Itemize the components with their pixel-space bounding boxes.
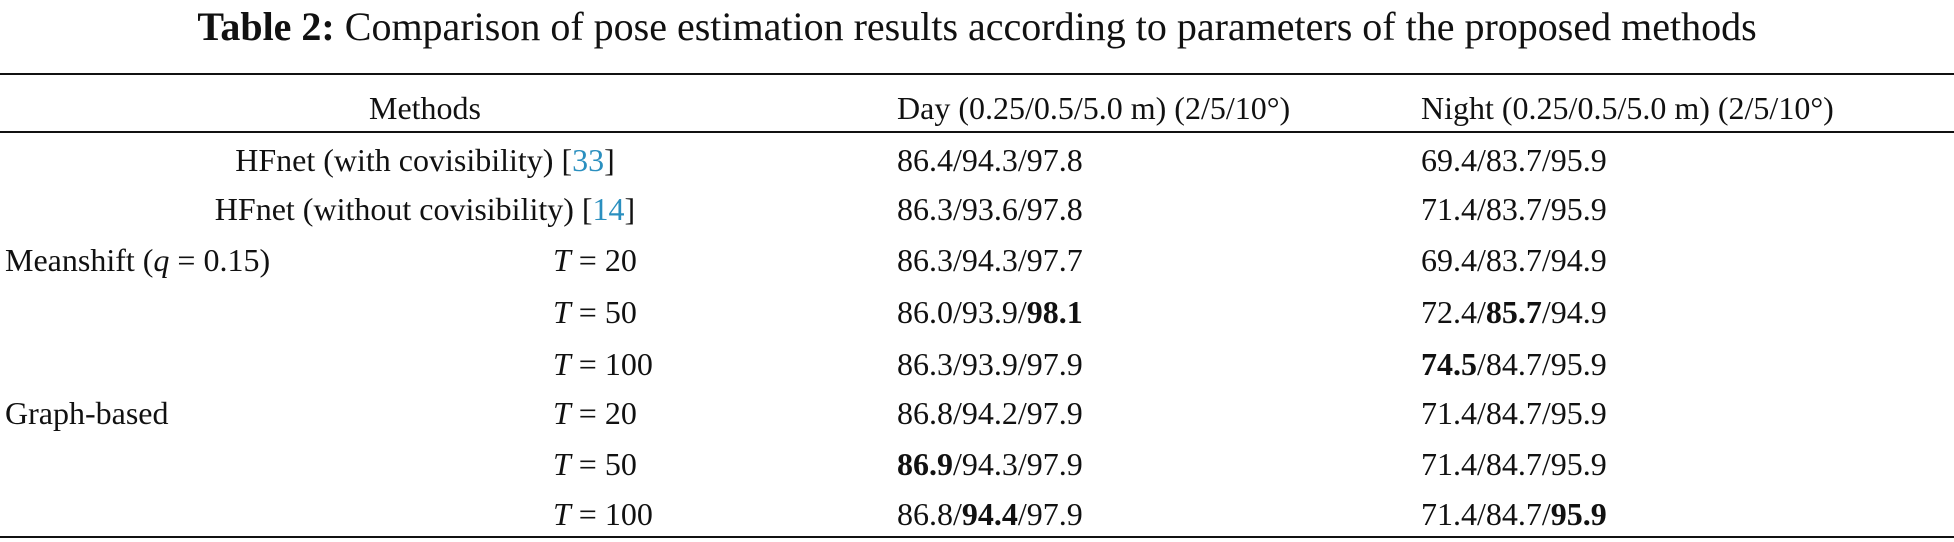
best-value: 98.1: [1026, 294, 1083, 330]
value-part: /84.7/95.9: [1477, 346, 1607, 382]
param-variable: T: [553, 446, 571, 482]
value-part: /97.9: [1017, 496, 1083, 532]
best-value: 95.9: [1550, 496, 1607, 532]
param-variable: T: [553, 395, 571, 431]
best-value: 85.7: [1485, 294, 1542, 330]
best-value: 86.9: [897, 446, 953, 482]
value-part: 71.4/84.7/: [1421, 496, 1551, 532]
row-6-day: 86.9/94.3/97.9: [897, 444, 1083, 484]
param-value: = 100: [570, 346, 653, 382]
header-rule: [0, 131, 1954, 133]
row-5-night: 71.4/84.7/95.9: [1421, 395, 1607, 431]
row-0-night: 69.4/83.7/95.9: [1421, 142, 1607, 178]
row-1-night: 71.4/83.7/95.9: [1421, 191, 1607, 227]
best-value: 94.4: [961, 496, 1018, 532]
value-part: /94.9: [1541, 294, 1607, 330]
method-name-end: ]: [624, 191, 636, 227]
param-value: = 100: [570, 496, 653, 532]
row-7-day: 86.8/94.4/97.9: [897, 494, 1083, 534]
bottom-rule: [0, 536, 1954, 538]
method-name: HFnet (without covisibility) [: [214, 191, 593, 227]
row-5-param: T = 20: [553, 393, 637, 433]
row-0-method: HFnet (with covisibility) [33]: [0, 140, 850, 180]
value-part: /94.3/97.9: [953, 446, 1083, 482]
row-4-night: 74.5/84.7/95.9: [1421, 344, 1607, 384]
param-variable: T: [553, 496, 571, 532]
group-variable: q: [153, 242, 170, 278]
row-4-day: 86.3/93.9/97.9: [897, 346, 1083, 382]
row-1-day: 86.3/93.6/97.8: [897, 191, 1083, 227]
table-label: Table 2:: [197, 4, 335, 49]
row-3-param: T = 50: [553, 292, 637, 332]
group-name: Meanshift (: [5, 242, 154, 278]
row-4-param: T = 100: [553, 344, 653, 384]
value-part: 72.4/: [1421, 294, 1486, 330]
param-variable: T: [553, 346, 571, 382]
best-value: 74.5: [1421, 346, 1477, 382]
header-methods: Methods: [369, 90, 481, 126]
param-value: = 20: [570, 242, 637, 278]
row-2-group: Meanshift (q = 0.15): [5, 240, 270, 280]
row-7-param: T = 100: [553, 494, 653, 534]
top-rule: [0, 73, 1954, 75]
row-2-day: 86.3/94.3/97.7: [897, 242, 1083, 278]
param-value: = 20: [570, 395, 637, 431]
method-name-end: ]: [604, 142, 615, 178]
param-variable: T: [553, 294, 571, 330]
table-caption: Table 2: Comparison of pose estimation r…: [0, 2, 1954, 52]
row-1-method: HFnet (without covisibility) [14]: [0, 189, 850, 229]
citation-link[interactable]: 14: [592, 191, 625, 227]
value-part: 86.8/: [897, 496, 962, 532]
value-part: 86.0/93.9/: [897, 294, 1027, 330]
row-7-night: 71.4/84.7/95.9: [1421, 494, 1607, 534]
row-6-night: 71.4/84.7/95.9: [1421, 446, 1607, 482]
row-3-day: 86.0/93.9/98.1: [897, 292, 1083, 332]
row-0-day: 86.4/94.3/97.8: [897, 142, 1083, 178]
row-5-group: Graph-based: [5, 395, 169, 431]
citation-link[interactable]: 33: [572, 142, 605, 178]
method-name: HFnet (with covisibility) [: [235, 142, 573, 178]
row-2-night: 69.4/83.7/94.9: [1421, 242, 1607, 278]
group-value: = 0.15): [169, 242, 271, 278]
header-night: Night (0.25/0.5/5.0 m) (2/5/10°): [1421, 90, 1834, 126]
row-5-day: 86.8/94.2/97.9: [897, 395, 1083, 431]
header-day: Day (0.25/0.5/5.0 m) (2/5/10°): [897, 90, 1291, 126]
row-6-param: T = 50: [553, 444, 637, 484]
table-caption-text: Comparison of pose estimation results ac…: [344, 4, 1757, 49]
row-2-param: T = 20: [553, 240, 637, 280]
param-value: = 50: [570, 294, 637, 330]
param-variable: T: [553, 242, 571, 278]
row-3-night: 72.4/85.7/94.9: [1421, 292, 1607, 332]
param-value: = 50: [570, 446, 637, 482]
